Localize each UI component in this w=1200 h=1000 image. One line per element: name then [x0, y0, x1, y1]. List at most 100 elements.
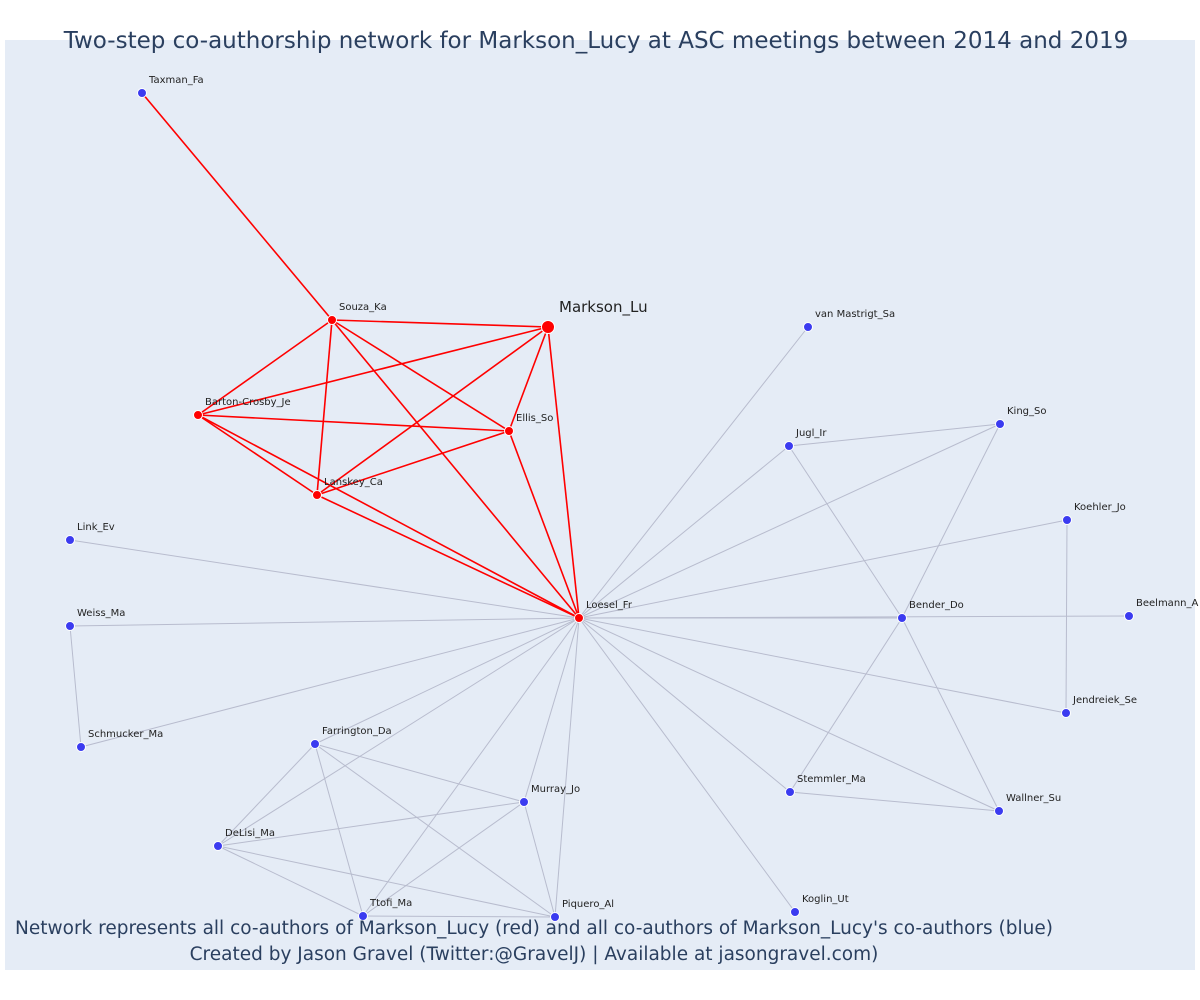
node-schmucker-ma[interactable] [76, 742, 86, 752]
edge-loesel-fr-delisi-ma [217, 617, 580, 847]
edge-loesel-fr-murray-jo [523, 617, 580, 803]
node-piquero-al[interactable] [550, 912, 560, 922]
node-label-loesel-fr: Loesel_Fr [586, 600, 633, 611]
edge-bender-do-stemmler-ma [789, 617, 903, 793]
edge-ellis-so-lanskey-ca [316, 430, 510, 496]
second-step-edges [69, 326, 1130, 918]
caption-line-2: Created by Jason Gravel (Twitter:@Gravel… [189, 944, 879, 965]
node-jendreiek-se[interactable] [1061, 708, 1071, 718]
node-murray-jo[interactable] [519, 797, 529, 807]
node-label-king-so: King_So [1007, 406, 1047, 417]
node-link-ev[interactable] [65, 535, 75, 545]
edge-murray-jo-delisi-ma [217, 801, 525, 847]
edge-souza-ka-loesel-fr [331, 319, 580, 619]
edge-bender-do-wallner-su [901, 617, 1000, 812]
node-label-van-mastrigt-sa: van Mastrigt_Sa [815, 309, 895, 320]
edge-markson-lu-lanskey-ca [316, 326, 549, 496]
node-label-murray-jo: Murray_Jo [531, 784, 580, 795]
node-farrington-da[interactable] [310, 739, 320, 749]
node-jugl-ir[interactable] [784, 441, 794, 451]
edge-farrington-da-piquero-al [314, 743, 556, 918]
node-lanskey-ca[interactable] [312, 490, 322, 500]
edge-delisi-ma-ttofi-ma [217, 845, 364, 917]
node-label-souza-ka: Souza_Ka [339, 302, 387, 313]
edge-loesel-fr-farrington-da [314, 617, 580, 745]
edge-barton-crosby-je-loesel-fr [197, 414, 580, 619]
edge-lanskey-ca-loesel-fr [316, 494, 580, 619]
edge-markson-lu-souza-ka [331, 319, 549, 328]
node-stemmler-ma[interactable] [785, 787, 795, 797]
edge-loesel-fr-beelmann-a [578, 615, 1130, 619]
edge-souza-ka-barton-crosby-je [197, 319, 333, 416]
edge-murray-jo-piquero-al [523, 801, 556, 918]
edge-barton-crosby-je-lanskey-ca [197, 414, 318, 496]
edge-farrington-da-delisi-ma [217, 743, 316, 847]
edge-loesel-fr-koglin-ut [578, 617, 796, 913]
node-labels: Markson_Lu Souza_Ka Barton-Crosby_Je Ellis_… [77, 75, 1198, 910]
edge-loesel-fr-link-ev [69, 539, 580, 619]
node-beelmann-a[interactable] [1124, 611, 1134, 621]
edge-delisi-ma-piquero-al [217, 845, 556, 918]
node-van-mastrigt-sa[interactable] [803, 322, 813, 332]
edge-jugl-ir-king-so [788, 423, 1001, 447]
edge-loesel-fr-schmucker-ma [80, 617, 580, 748]
node-bender-do[interactable] [897, 613, 907, 623]
edge-murray-jo-ttofi-ma [362, 801, 525, 917]
chart-title: Two-step co-authorship network for Marks… [63, 28, 1129, 54]
node-markson-lu[interactable] [541, 320, 555, 334]
edge-loesel-fr-koehler-jo [578, 519, 1068, 619]
node-delisi-ma[interactable] [213, 841, 223, 851]
node-king-so[interactable] [995, 419, 1005, 429]
edge-king-so-bender-do [901, 423, 1001, 619]
edge-jugl-ir-bender-do [788, 445, 903, 619]
edge-loesel-fr-van-mastrigt-sa [578, 326, 809, 619]
node-koglin-ut[interactable] [790, 907, 800, 917]
node-ellis-so[interactable] [504, 426, 514, 436]
node-label-beelmann-a: Beelmann_A [1136, 598, 1198, 609]
edge-loesel-fr-wallner-su [578, 617, 1000, 812]
edge-souza-ka-taxman-fa [141, 92, 333, 321]
node-label-jugl-ir: Jugl_Ir [795, 428, 827, 439]
edge-barton-crosby-je-ellis-so [197, 414, 510, 432]
edge-markson-lu-ellis-so [508, 326, 549, 432]
node-label-ellis-so: Ellis_So [516, 413, 553, 424]
edge-souza-ka-ellis-so [331, 319, 510, 432]
node-label-delisi-ma: DeLisi_Ma [225, 828, 275, 839]
caption-line-1: Network represents all co-authors of Mar… [15, 918, 1053, 939]
node-label-bender-do: Bender_Do [909, 600, 964, 611]
edge-loesel-fr-piquero-al [554, 617, 580, 918]
edge-loesel-fr-ttofi-ma [362, 617, 580, 917]
node-label-stemmler-ma: Stemmler_Ma [797, 774, 866, 785]
edge-markson-lu-barton-crosby-je [197, 326, 549, 416]
node-label-koglin-ut: Koglin_Ut [802, 894, 849, 905]
node-label-link-ev: Link_Ev [77, 522, 115, 533]
edge-ellis-so-loesel-fr [508, 430, 580, 619]
node-loesel-fr[interactable] [574, 613, 584, 623]
edge-souza-ka-lanskey-ca [316, 319, 333, 496]
node-label-lanskey-ca: Lanskey_Ca [324, 477, 383, 488]
node-koehler-jo[interactable] [1062, 515, 1072, 525]
first-step-edges [141, 92, 580, 619]
node-label-taxman-fa: Taxman_Fa [148, 75, 204, 86]
node-label-schmucker-ma: Schmucker_Ma [88, 729, 163, 740]
node-label-wallner-su: Wallner_Su [1006, 793, 1061, 804]
edge-loesel-fr-stemmler-ma [578, 617, 791, 793]
node-wallner-su[interactable] [994, 806, 1004, 816]
node-barton-crosby-je[interactable] [193, 410, 203, 420]
node-label-ttofi-ma: Ttofi_Ma [369, 898, 412, 909]
edge-weiss-ma-schmucker-ma [69, 625, 82, 748]
network-nodes [65, 88, 1134, 922]
edge-stemmler-ma-wallner-su [789, 791, 1000, 812]
node-weiss-ma[interactable] [65, 621, 75, 631]
node-taxman-fa[interactable] [137, 88, 147, 98]
node-label-koehler-jo: Koehler_Jo [1074, 502, 1126, 513]
node-label-farrington-da: Farrington_Da [322, 726, 392, 737]
edge-loesel-fr-weiss-ma [69, 617, 580, 627]
node-ttofi-ma[interactable] [358, 911, 368, 921]
node-souza-ka[interactable] [327, 315, 337, 325]
edge-koehler-jo-jendreiek-se [1065, 519, 1068, 714]
edge-loesel-fr-jendreiek-se [578, 617, 1067, 714]
edge-markson-lu-loesel-fr [547, 326, 580, 619]
node-label-barton-crosby-je: Barton-Crosby_Je [205, 397, 291, 408]
